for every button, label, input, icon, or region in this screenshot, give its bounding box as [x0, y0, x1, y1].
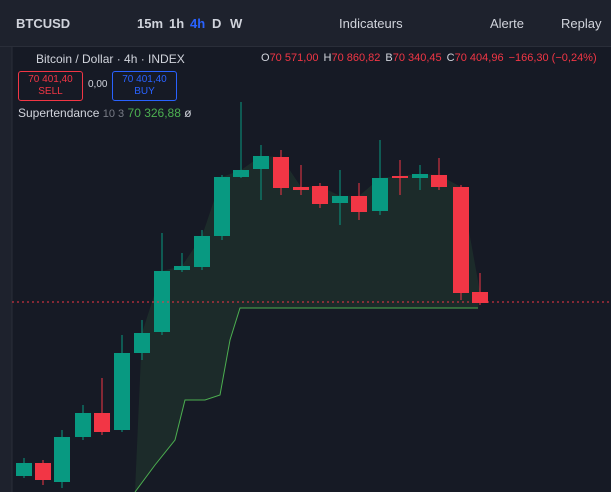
legend-title: Bitcoin / Dollar · 4h · INDEX: [36, 52, 185, 66]
candle-body: [431, 175, 447, 187]
buy-button[interactable]: 70 401,40 BUY: [112, 71, 177, 101]
indicator-legend: Supertendance 10 3 70 326,88 ø: [18, 106, 192, 120]
candle-body: [253, 156, 269, 169]
sell-price: 70 401,40: [28, 74, 73, 85]
indicator-value: 70 326,88: [127, 106, 181, 120]
ohlc-key: H: [323, 52, 332, 64]
candle-body: [293, 187, 309, 190]
candle-body: [233, 170, 249, 177]
supertrend-line: [134, 307, 478, 492]
left-strip: [0, 46, 12, 492]
candle-body: [94, 413, 110, 432]
candle-body: [114, 353, 130, 430]
buy-label: BUY: [134, 86, 155, 97]
interval[interactable]: 15m: [137, 16, 164, 31]
candle-body: [214, 177, 230, 236]
candle-body: [54, 437, 70, 482]
candle-body: [16, 463, 32, 476]
change: −166,30 (−0,24%): [508, 52, 597, 64]
candle-body: [372, 178, 388, 211]
candle-body: [35, 463, 51, 480]
interval[interactable]: D: [212, 16, 222, 31]
candle-body: [134, 333, 150, 353]
ohlc-value: 70 860,82: [331, 52, 381, 64]
ohlc-key: C: [446, 52, 455, 64]
symbol[interactable]: BTCUSD: [16, 16, 71, 31]
interval[interactable]: W: [230, 16, 243, 31]
alert-button[interactable]: Alerte: [490, 16, 524, 31]
sell-button[interactable]: 70 401,40 SELL: [18, 71, 83, 101]
candle-body: [332, 196, 348, 203]
candle-body: [392, 176, 408, 178]
toolbar: BTCUSD 15m 1h 4h D W Indicateurs Alerte …: [0, 0, 611, 47]
candle-body: [351, 196, 367, 212]
candle-body: [174, 266, 190, 270]
spread: 0,00: [88, 79, 108, 90]
buy-price: 70 401,40: [122, 74, 167, 85]
candle-body: [472, 292, 488, 303]
replay-button[interactable]: Replay: [561, 16, 602, 31]
candle-body: [312, 186, 328, 204]
ohlc-value: 70 571,00: [269, 52, 319, 64]
trend-fill: [135, 156, 480, 492]
candle-body: [412, 174, 428, 178]
interval[interactable]: 4h: [190, 16, 206, 31]
candle-body: [273, 157, 289, 188]
ohlc-key: O: [261, 52, 270, 64]
indicators-button[interactable]: Indicateurs: [339, 16, 403, 31]
candle-body: [75, 413, 91, 437]
ohlc: O70 571,00 H70 860,82 B70 340,45 C70 404,96…: [261, 52, 597, 64]
candle-body: [194, 236, 210, 267]
ohlc-key: B: [385, 52, 393, 64]
candle-body: [453, 187, 469, 293]
ohlc-value: 70 404,96: [454, 52, 504, 64]
indicator-params: 10 3: [102, 108, 125, 120]
ohlc-value: 70 340,45: [392, 52, 442, 64]
sell-label: SELL: [38, 86, 63, 97]
interval[interactable]: 1h: [169, 16, 185, 31]
indicator-icon: ø: [184, 106, 192, 120]
indicator-name: Supertendance: [18, 106, 100, 120]
